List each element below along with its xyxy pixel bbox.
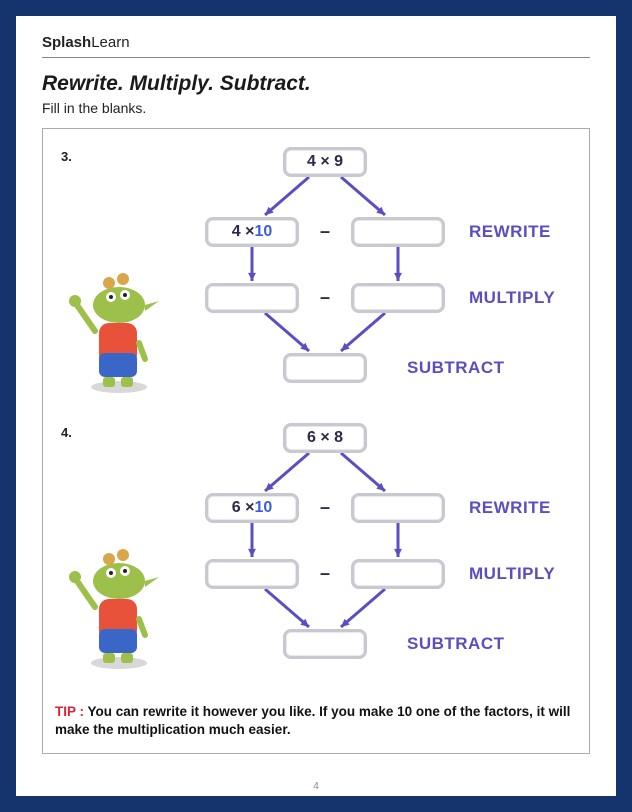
subtract-label: SUBTRACT <box>407 358 505 378</box>
subtract-label: SUBTRACT <box>407 634 505 654</box>
multiply-label: MULTIPLY <box>469 564 555 584</box>
minus-sign: – <box>320 221 330 242</box>
multiply-left-blank[interactable] <box>205 559 299 589</box>
worksheet-frame: 3. 4 × 9 <box>42 128 590 754</box>
tip-body: You can rewrite it however you like. If … <box>55 704 570 737</box>
worksheet-page: SplashLearn Rewrite. Multiply. Subtract.… <box>16 16 616 796</box>
problem-4: 4. 6 × 8 <box>55 419 577 695</box>
diagram: 4 × 94 × 10––REWRITEMULTIPLYSUBTRACT <box>175 143 475 413</box>
page-subtitle: Fill in the blanks. <box>42 100 590 116</box>
brand-part2: Learn <box>91 34 129 51</box>
rewrite-left-box: 6 × 10 <box>205 493 299 523</box>
multiply-left-blank[interactable] <box>205 283 299 313</box>
minus-sign: – <box>320 563 330 584</box>
question-number: 3. <box>61 149 72 164</box>
tip-label: TIP : <box>55 704 88 719</box>
expression-box: 4 × 9 <box>283 147 367 177</box>
multiply-right-blank[interactable] <box>351 283 445 313</box>
subtract-blank[interactable] <box>283 353 367 383</box>
rewrite-right-blank[interactable] <box>351 493 445 523</box>
page-title: Rewrite. Multiply. Subtract. <box>42 72 590 96</box>
question-number: 4. <box>61 425 72 440</box>
rewrite-label: REWRITE <box>469 498 551 518</box>
page-number: 4 <box>313 781 319 792</box>
multiply-label: MULTIPLY <box>469 288 555 308</box>
brand-part1: Splash <box>42 34 91 51</box>
diagram: 6 × 86 × 10––REWRITEMULTIPLYSUBTRACT <box>175 419 475 689</box>
rewrite-left-box: 4 × 10 <box>205 217 299 247</box>
expression-box: 6 × 8 <box>283 423 367 453</box>
mascot-icon <box>59 541 159 671</box>
problem-3: 3. 4 × 9 <box>55 143 577 419</box>
rewrite-right-blank[interactable] <box>351 217 445 247</box>
subtract-blank[interactable] <box>283 629 367 659</box>
multiply-right-blank[interactable] <box>351 559 445 589</box>
tip-text: TIP : You can rewrite it however you lik… <box>55 703 577 739</box>
brand-logo: SplashLearn <box>42 34 590 58</box>
minus-sign: – <box>320 287 330 308</box>
rewrite-label: REWRITE <box>469 222 551 242</box>
minus-sign: – <box>320 497 330 518</box>
mascot-icon <box>59 265 159 395</box>
